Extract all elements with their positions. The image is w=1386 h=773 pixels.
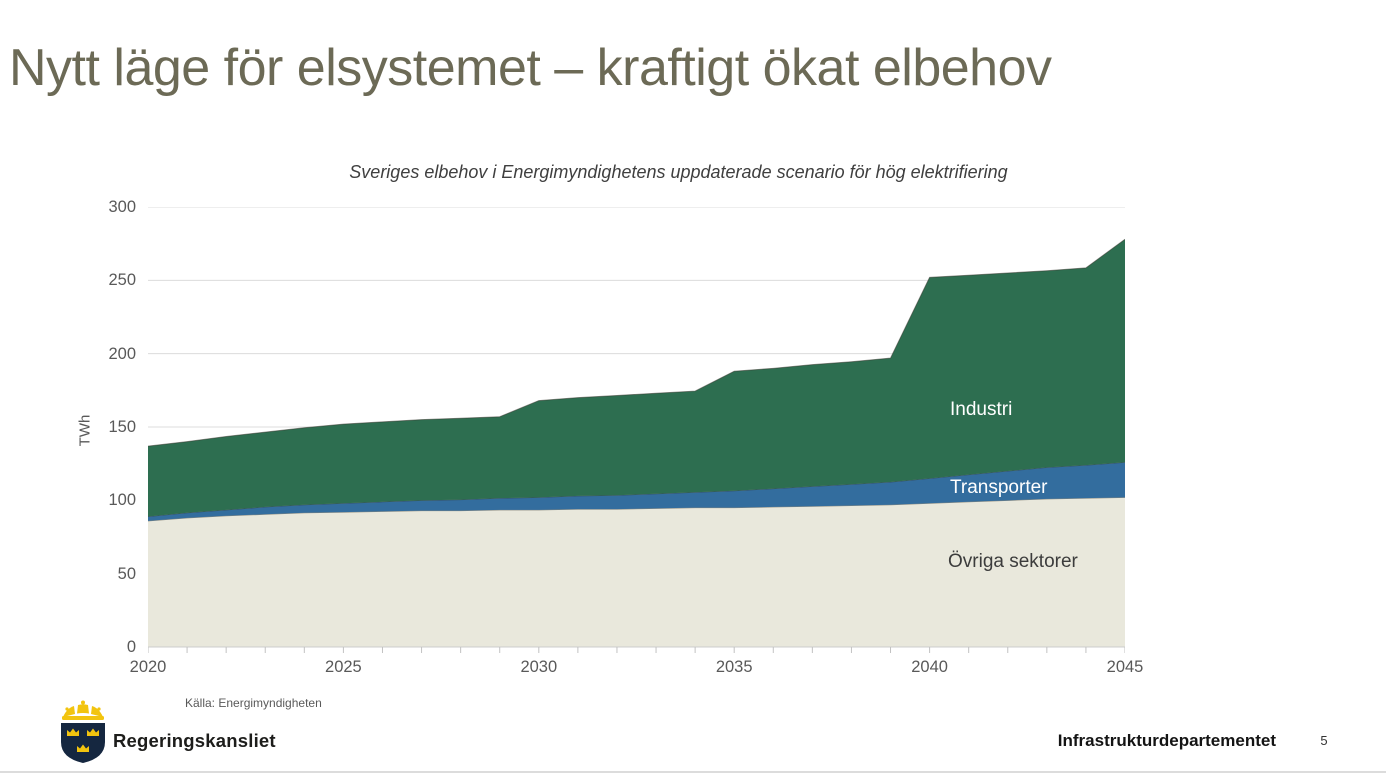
y-tick-label: 100 — [108, 491, 136, 510]
stacked-area-chart — [148, 207, 1125, 653]
area-top-edge — [148, 238, 1125, 447]
x-tick-label: 2035 — [715, 658, 753, 676]
series-label-industri: Industri — [950, 399, 1013, 420]
regeringskansliet-coat-of-arms-icon — [61, 700, 105, 763]
area-transporter — [148, 462, 1125, 521]
series-label-transporter: Transporter — [950, 477, 1048, 498]
y-tick-label: 0 — [126, 638, 136, 656]
y-tick-label: 200 — [108, 344, 136, 363]
footer-department: Infrastrukturdepartementet — [1057, 731, 1276, 750]
y-axis-title: TWh — [76, 414, 94, 447]
x-tick-label: 2025 — [325, 658, 362, 676]
y-tick-label: 250 — [108, 271, 136, 290]
y-tick-label: 150 — [108, 418, 136, 436]
chart-source-note: Källa: Energimyndigheten — [185, 696, 322, 710]
y-tick-label: 300 — [108, 198, 136, 216]
series-label-ovriga-sektorer: Övriga sektorer — [948, 551, 1078, 572]
area-industri — [148, 239, 1125, 517]
footer-organization: Regeringskansliet — [113, 730, 276, 751]
x-tick-label: 2040 — [911, 658, 948, 676]
x-tick-label: 2030 — [520, 658, 558, 676]
y-tick-label: 50 — [117, 564, 136, 583]
page-number: 5 — [1320, 733, 1328, 748]
page-title: Nytt läge för elsystemet – kraftigt ökat… — [9, 39, 1052, 97]
slide-bottom-edge — [0, 771, 1386, 773]
chart-title: Sveriges elbehov i Energimyndighetens up… — [349, 162, 1008, 182]
area-ovriga-sektorer — [148, 497, 1125, 647]
x-tick-label: 2020 — [129, 658, 167, 676]
x-tick-label: 2045 — [1106, 658, 1144, 676]
